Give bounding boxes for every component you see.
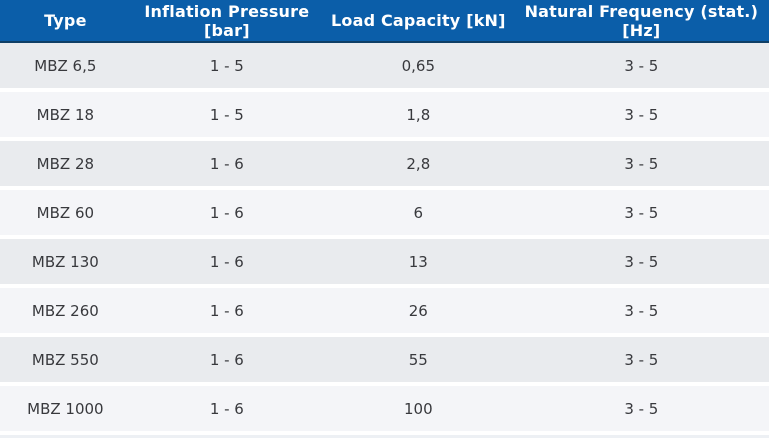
column-header-natural-frequency: Natural Frequency (stat.) [Hz] [513, 0, 769, 43]
cell-load: 6 [322, 190, 514, 239]
cell-load: 26 [322, 288, 514, 337]
column-header-inflation-pressure: Inflation Pressure [bar] [130, 0, 323, 43]
cell-type: MBZ 1000 [0, 386, 131, 435]
cell-pressure: 1 - 6 [130, 386, 323, 435]
cell-type: MBZ 18 [0, 92, 131, 141]
cell-pressure: 1 - 6 [130, 337, 323, 386]
cell-type: MBZ 28 [0, 141, 131, 190]
cell-pressure: 1 - 6 [130, 288, 323, 337]
table-row: MBZ 18 1 - 5 1,8 3 - 5 [0, 92, 769, 141]
cell-type: MBZ 6,5 [0, 43, 131, 92]
cell-frequency: 3 - 5 [513, 288, 769, 337]
cell-frequency: 3 - 5 [513, 239, 769, 288]
cell-load: 100 [322, 386, 514, 435]
cell-frequency: 3 - 5 [513, 337, 769, 386]
table-row: MBZ 550 1 - 6 55 3 - 5 [0, 337, 769, 386]
cell-pressure: 1 - 6 [130, 190, 323, 239]
table-row: MBZ 28 1 - 6 2,8 3 - 5 [0, 141, 769, 190]
cell-frequency: 3 - 5 [513, 43, 769, 92]
cell-type: MBZ 130 [0, 239, 131, 288]
cell-load: 0,65 [322, 43, 514, 92]
cell-frequency: 3 - 5 [513, 386, 769, 435]
cell-type: MBZ 60 [0, 190, 131, 239]
cell-frequency: 3 - 5 [513, 141, 769, 190]
cell-pressure: 1 - 5 [130, 92, 323, 141]
cell-load: 55 [322, 337, 514, 386]
cell-pressure: 1 - 5 [130, 43, 323, 92]
cell-frequency: 3 - 5 [513, 92, 769, 141]
cell-frequency: 3 - 5 [513, 190, 769, 239]
table-row: MBZ 1000 1 - 6 100 3 - 5 [0, 386, 769, 435]
header-row: Type Inflation Pressure [bar] Load Capac… [0, 0, 769, 43]
table-row: MBZ 130 1 - 6 13 3 - 5 [0, 239, 769, 288]
cell-pressure: 1 - 6 [130, 239, 323, 288]
cell-type: MBZ 550 [0, 337, 131, 386]
cell-load: 2,8 [322, 141, 514, 190]
cell-load: 13 [322, 239, 514, 288]
table-body: MBZ 6,5 1 - 5 0,65 3 - 5 MBZ 18 1 - 5 1,8 3 - 5… [0, 43, 769, 435]
column-header-type: Type [0, 0, 131, 43]
cell-type: MBZ 260 [0, 288, 131, 337]
table-row: MBZ 260 1 - 6 26 3 - 5 [0, 288, 769, 337]
table-row: MBZ 6,5 1 - 5 0,65 3 - 5 [0, 43, 769, 92]
column-header-load-capacity: Load Capacity [kN] [322, 0, 514, 43]
cell-pressure: 1 - 6 [130, 141, 323, 190]
table-header: Type Inflation Pressure [bar] Load Capac… [0, 0, 769, 43]
cell-load: 1,8 [322, 92, 514, 141]
